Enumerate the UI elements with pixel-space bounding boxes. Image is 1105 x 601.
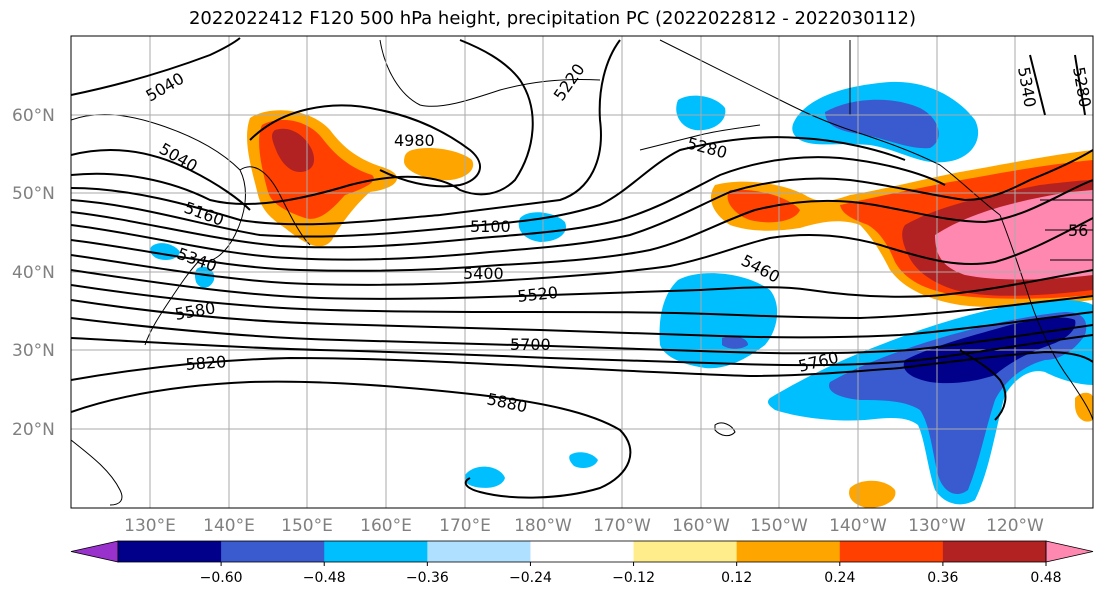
- coastline-alaska: [659, 39, 1001, 216]
- contour-line: [71, 156, 946, 249]
- colorbar-tick-label: −0.48: [303, 570, 346, 586]
- contour-line: [1029, 54, 1046, 116]
- precip-negative-area: [825, 99, 939, 149]
- colorbar-segments: [70, 540, 1094, 563]
- lon-label: 130°W: [908, 516, 966, 536]
- lon-label: 150°W: [750, 516, 808, 536]
- precip-positive-area: [849, 480, 896, 508]
- colorbar-tick-label: 0.48: [1030, 570, 1061, 586]
- map-frame: [70, 35, 1094, 509]
- colorbar-tick-label: 0.24: [824, 570, 855, 586]
- contour-line: [71, 350, 1093, 381]
- coastline-aleutians: [639, 124, 761, 151]
- precip-positive-area: [272, 128, 315, 172]
- colorbar-outline: [117, 540, 1047, 563]
- contour-line: [71, 269, 1093, 300]
- lon-label: 140°W: [829, 516, 887, 536]
- contour-line: [71, 284, 1093, 320]
- colorbar-segment: [221, 541, 325, 562]
- coastline-hawaii: [714, 422, 736, 437]
- contour-label: 5700: [510, 335, 551, 354]
- lon-label: 140°E: [203, 516, 255, 536]
- colorbar-extend-max: [1045, 540, 1094, 563]
- lat-label: 40°N: [12, 263, 55, 283]
- lat-label: 20°N: [12, 420, 55, 440]
- colorbar-extend-min: [70, 540, 119, 563]
- colorbar-tick-label: 0.12: [721, 570, 752, 586]
- contour-label: 5400: [463, 264, 504, 283]
- contour-line: [71, 179, 1093, 272]
- contour-line: [71, 317, 1093, 355]
- lon-label: 160°E: [360, 516, 412, 536]
- contour-line: [71, 39, 534, 205]
- contour-line: [71, 37, 241, 96]
- coastline-kamchatka: [239, 166, 311, 246]
- colorbar-tick-label: 0.36: [927, 570, 958, 586]
- contour-line: [1074, 54, 1086, 116]
- colorbar-segment: [633, 541, 738, 562]
- contour-label: 4980: [394, 131, 435, 150]
- coastline-north-america: [999, 214, 1093, 421]
- colorbar-tick-label: −0.24: [509, 570, 552, 586]
- lat-label: 50°N: [12, 184, 55, 204]
- contour-label: 5820: [185, 352, 227, 374]
- precip-anomaly-fields: [149, 81, 1093, 508]
- coastline-asia-south: [71, 439, 123, 506]
- lon-label: 130°E: [124, 516, 176, 536]
- precip-positive-area: [1075, 392, 1093, 422]
- lon-label: 180°W: [514, 516, 572, 536]
- precip-positive-area: [404, 148, 474, 181]
- longitude-axis: 130°E 140°E 150°E 160°E 170°E 180°W 170°…: [124, 516, 1044, 536]
- latitude-axis: 60°N 50°N 40°N 30°N 20°N: [12, 106, 55, 440]
- precip-negative-area: [569, 452, 598, 468]
- map-title: 2022022412 F120 500 hPa height, precipit…: [188, 8, 917, 29]
- contour-label: 5520: [516, 283, 558, 306]
- contour-line: [71, 136, 906, 238]
- lat-label: 30°N: [12, 341, 55, 361]
- lat-label: 60°N: [12, 106, 55, 126]
- coastline-asia: [144, 259, 201, 346]
- colorbar-tick-label: −0.60: [200, 570, 243, 586]
- precip-negative-area: [464, 466, 505, 488]
- contour-line: [71, 380, 632, 499]
- lon-label: 170°W: [593, 516, 651, 536]
- lon-label: 160°W: [672, 516, 730, 536]
- colorbar-segment: [736, 541, 841, 562]
- lon-label: 120°W: [986, 516, 1044, 536]
- precip-negative-area: [829, 312, 1087, 495]
- contour-line: [71, 149, 251, 211]
- colorbar-tick-label: −0.36: [406, 570, 449, 586]
- contour-line: [71, 217, 1093, 286]
- precip-negative-area: [722, 336, 748, 349]
- contour-line: [71, 149, 1093, 261]
- colorbar-segment: [118, 541, 222, 562]
- colorbar-segment: [427, 541, 531, 562]
- contour-line: [71, 334, 1093, 367]
- coastline-chukotka: [379, 39, 601, 107]
- colorbar: −0.60 −0.48 −0.36 −0.24 −0.12 0.12 0.24 0.36 0.4…: [70, 540, 1094, 586]
- contour-line: [71, 299, 1093, 339]
- contour-line: [71, 39, 621, 226]
- height-contours: [71, 37, 1093, 499]
- colorbar-segment: [324, 541, 428, 562]
- colorbar-segment: [530, 541, 635, 562]
- map-content: 5040 5040 4980 5220 5280 5340 5280 5160 …: [71, 36, 1095, 508]
- contour-label: 56: [1068, 221, 1088, 240]
- lon-label: 170°E: [439, 516, 491, 536]
- precip-positive-area: [935, 190, 1093, 280]
- contour-line: [959, 349, 1007, 421]
- colorbar-ticks: −0.60 −0.48 −0.36 −0.24 −0.12 0.12 0.24 0.36 0.4…: [200, 562, 1062, 586]
- colorbar-tick-label: −0.12: [612, 570, 655, 586]
- lon-label: 150°E: [281, 516, 333, 536]
- colorbar-segment: [942, 541, 1047, 562]
- colorbar-segment: [839, 541, 944, 562]
- contour-line: [249, 104, 482, 188]
- contour-label: 5100: [470, 217, 511, 236]
- contour-label: 5280: [1069, 65, 1095, 108]
